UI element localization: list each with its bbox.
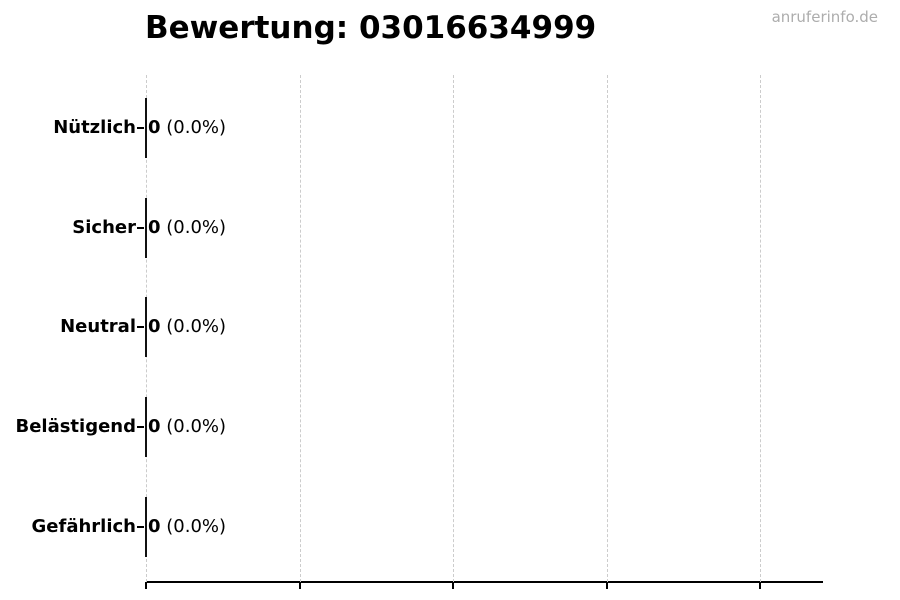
gridline: [606, 75, 608, 582]
y-axis-tick: [137, 326, 144, 329]
category-label: Nützlich: [53, 116, 136, 138]
x-axis-tick: [145, 582, 147, 589]
value-label: 0 (0.0%): [148, 315, 226, 339]
x-axis-tick: [298, 582, 301, 589]
category-label: Sicher: [72, 216, 136, 238]
y-axis-tick: [137, 126, 144, 129]
value-count: 0: [148, 516, 161, 537]
value-label: 0 (0.0%): [148, 515, 226, 539]
category-label: Belästigend: [15, 416, 136, 438]
zero-bar: [145, 197, 147, 258]
x-axis-tick: [605, 582, 608, 589]
category-label: Neutral: [60, 316, 136, 338]
x-axis-line: [146, 581, 823, 583]
gridline: [299, 75, 301, 582]
plot-area: [145, 75, 823, 589]
y-axis-tick: [137, 426, 144, 429]
value-percent: (0.0%): [166, 516, 227, 537]
value-percent: (0.0%): [166, 416, 227, 438]
gridline: [453, 75, 455, 582]
value-label: 0 (0.0%): [148, 415, 226, 439]
value-count: 0: [148, 116, 161, 138]
value-percent: (0.0%): [166, 316, 227, 338]
value-count: 0: [148, 216, 161, 238]
zero-bar: [145, 297, 147, 358]
chart-title: Bewertung: 03016634999: [145, 10, 597, 46]
y-axis-tick: [137, 226, 144, 229]
value-label: 0 (0.0%): [148, 216, 226, 240]
value-percent: (0.0%): [166, 116, 227, 138]
value-label: 0 (0.0%): [148, 116, 226, 140]
x-axis-tick: [452, 582, 455, 589]
category-label: Gefährlich: [31, 516, 136, 537]
zero-bar: [145, 97, 147, 158]
value-count: 0: [148, 416, 161, 438]
value-percent: (0.0%): [166, 216, 227, 238]
value-count: 0: [148, 316, 161, 338]
x-axis-tick: [759, 582, 762, 589]
watermark: anruferinfo.de: [771, 8, 878, 26]
zero-bar: [145, 397, 147, 458]
y-axis-tick: [137, 526, 144, 528]
zero-bar: [145, 497, 147, 557]
gridline: [760, 75, 762, 582]
